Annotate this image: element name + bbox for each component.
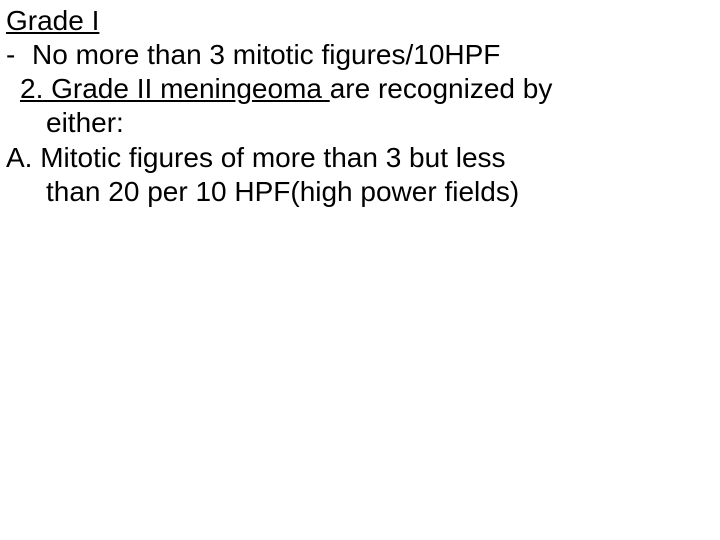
- slide-body: Grade I - No more than 3 mitotic figures…: [0, 0, 720, 540]
- heading-grade-1-text: Grade I: [6, 5, 99, 36]
- bullet-line-1-text: No more than 3 mitotic figures/10HPF: [32, 38, 500, 72]
- bullet-line-1: - No more than 3 mitotic figures/10HPF: [6, 38, 712, 72]
- line-criteria-a-2: than 20 per 10 HPF(high power fields): [6, 175, 712, 209]
- grade-2-underlined: 2. Grade II meningeoma: [20, 73, 330, 104]
- line-criteria-a-1: A. Mitotic figures of more than 3 but le…: [6, 141, 712, 175]
- line-grade-2-intro: 2. Grade II meningeoma are recognized by: [6, 72, 712, 106]
- line-criteria-a-2-text: than 20 per 10 HPF(high power fields): [46, 176, 519, 207]
- line-either: either:: [6, 106, 712, 140]
- bullet-dash-icon: -: [6, 38, 32, 72]
- heading-grade-1: Grade I: [6, 4, 712, 38]
- grade-2-rest: are recognized by: [330, 73, 553, 104]
- line-criteria-a-1-text: A. Mitotic figures of more than 3 but le…: [6, 142, 506, 173]
- line-either-text: either:: [46, 107, 124, 138]
